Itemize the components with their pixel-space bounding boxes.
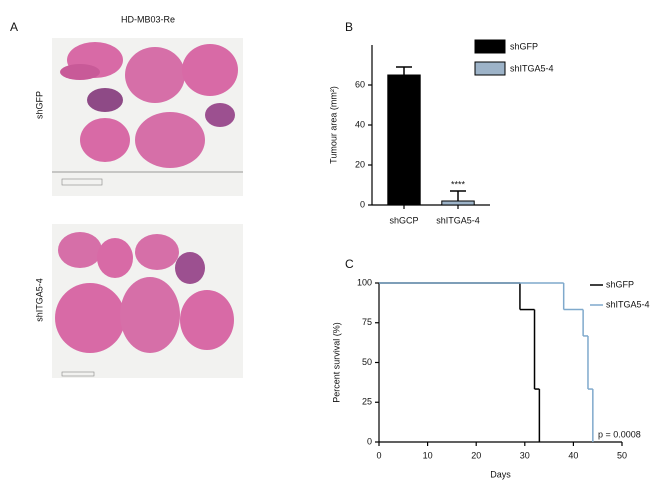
y-tick-label: 40 xyxy=(355,119,365,129)
panel-label: C xyxy=(345,257,354,271)
row-label: shGFP xyxy=(34,91,44,119)
legend-swatch xyxy=(474,61,506,76)
panel-label: B xyxy=(345,20,353,34)
x-tick-label: 30 xyxy=(520,450,530,460)
bar xyxy=(441,200,475,206)
y-tick-label: 60 xyxy=(355,79,365,89)
x-axis-label: Days xyxy=(490,469,511,479)
x-tick-label: 20 xyxy=(471,450,481,460)
y-tick-label: 0 xyxy=(367,436,372,446)
x-tick-label: 50 xyxy=(617,450,627,460)
y-tick-label: 50 xyxy=(362,357,372,367)
y-tick-label: 75 xyxy=(362,317,372,327)
bar xyxy=(387,74,421,206)
histology-image xyxy=(52,38,243,196)
legend-label: shITGA5-4 xyxy=(510,63,554,73)
legend-swatch xyxy=(474,39,506,54)
y-axis-label: Percent survival (%) xyxy=(331,322,341,403)
annotation: p = 0.0008 xyxy=(598,429,641,439)
x-tick-label: shITGA5-4 xyxy=(436,215,480,225)
histology-image xyxy=(52,224,243,378)
row-label: shITGA5-4 xyxy=(34,278,44,322)
y-tick-label: 25 xyxy=(362,397,372,407)
panel-title: HD-MB03-Re xyxy=(121,14,175,24)
y-axis-label: Tumour area (mm²) xyxy=(328,86,338,164)
legend-label: shITGA5-4 xyxy=(606,299,650,309)
y-tick-label: 100 xyxy=(357,277,372,287)
significance: **** xyxy=(451,179,466,189)
y-tick-label: 0 xyxy=(360,199,365,209)
legend-label: shGFP xyxy=(510,41,538,51)
panel-label: A xyxy=(10,20,18,34)
legend-label: shGFP xyxy=(606,279,634,289)
y-tick-label: 20 xyxy=(355,159,365,169)
x-tick-label: 0 xyxy=(376,450,381,460)
x-tick-label: shGCP xyxy=(389,215,418,225)
x-tick-label: 40 xyxy=(568,450,578,460)
x-tick-label: 10 xyxy=(423,450,433,460)
